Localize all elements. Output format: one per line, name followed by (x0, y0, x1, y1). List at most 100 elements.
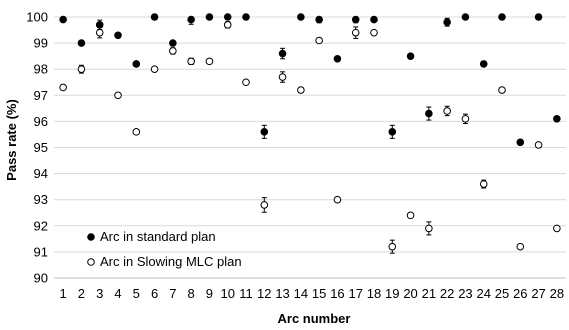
point-slowing-mlc-plan (406, 211, 415, 220)
x-tick-labels: 1 2 3 4 5 6 7 8 9 10 11 12 13 14 15 16 17 18 19 20 21 22 23 24 2… (60, 286, 565, 301)
point-slowing-mlc-plan (534, 141, 543, 149)
y-axis-title: Pass rate (%) (4, 99, 19, 181)
y-tick-label: 93 (34, 192, 48, 207)
x-tick-label: 6 (151, 286, 158, 301)
x-tick-label: 8 (188, 286, 195, 301)
y-tick-label: 90 (34, 271, 48, 286)
x-tick-label: 7 (169, 286, 176, 301)
x-tick-label: 15 (312, 286, 326, 301)
x-tick-label: 22 (440, 286, 454, 301)
x-tick-label: 26 (513, 286, 527, 301)
x-tick-label: 20 (403, 286, 417, 301)
x-tick-label: 9 (206, 286, 213, 301)
point-standard-plan (297, 13, 305, 21)
point-standard-plan (333, 54, 342, 63)
point-slowing-mlc-plan (77, 65, 86, 73)
x-tick-label: 21 (422, 286, 436, 301)
point-standard-plan (132, 60, 141, 68)
point-slowing-mlc-plan (315, 36, 323, 45)
point-slowing-mlc-plan (260, 201, 269, 209)
point-standard-plan (479, 60, 488, 68)
x-tick-label: 14 (294, 286, 308, 301)
point-standard-plan (223, 13, 232, 21)
x-tick-label: 18 (367, 286, 381, 301)
point-standard-plan (114, 31, 122, 40)
point-standard-plan (370, 15, 378, 24)
series-standard-plan (59, 13, 561, 147)
point-slowing-mlc-plan (187, 57, 195, 66)
x-tick-label: 23 (458, 286, 472, 301)
point-slowing-mlc-plan (370, 28, 378, 37)
point-standard-plan (406, 52, 415, 60)
y-tick-label: 95 (34, 140, 48, 155)
x-tick-label: 3 (96, 286, 103, 301)
x-tick-label: 2 (78, 286, 85, 301)
point-standard-plan (260, 128, 269, 136)
point-slowing-mlc-plan (150, 65, 159, 73)
legend: Arc in standard plan Arc in Slowing MLC … (87, 229, 242, 269)
point-standard-plan (534, 13, 543, 21)
y-tick-labels: 90 91 92 93 94 95 96 97 98 99 100 (26, 10, 48, 286)
x-axis-title: Arc number (278, 311, 351, 326)
point-slowing-mlc-plan (297, 86, 305, 94)
point-slowing-mlc-plan (425, 224, 433, 233)
point-slowing-mlc-plan (278, 73, 287, 81)
point-slowing-mlc-plan (443, 107, 451, 115)
y-tick-label: 98 (34, 62, 48, 77)
point-standard-plan (553, 114, 561, 123)
point-standard-plan (498, 13, 506, 21)
point-standard-plan (443, 18, 451, 27)
y-tick-label: 94 (34, 166, 48, 181)
point-slowing-mlc-plan (461, 114, 470, 123)
point-slowing-mlc-plan (479, 180, 488, 188)
point-slowing-mlc-plan (553, 224, 561, 233)
x-tick-label: 4 (114, 286, 121, 301)
point-slowing-mlc-plan (169, 47, 177, 55)
x-tick-label: 10 (220, 286, 234, 301)
y-tick-label: 99 (34, 36, 48, 51)
grid-lines (54, 16, 566, 253)
point-standard-plan (150, 13, 159, 21)
point-standard-plan (205, 13, 214, 21)
x-tick-label: 12 (257, 286, 271, 301)
x-tick-label: 25 (495, 286, 509, 301)
series-slowing-mlc-plan (59, 21, 561, 254)
x-tick-label: 11 (239, 286, 253, 301)
x-tick-label: 17 (348, 286, 362, 301)
x-tick-label: 27 (531, 286, 545, 301)
point-standard-plan (388, 128, 397, 136)
x-tick-label: 13 (275, 286, 289, 301)
legend-marker-standard (87, 233, 95, 241)
point-standard-plan (425, 109, 433, 118)
point-slowing-mlc-plan (242, 78, 250, 87)
data-series (59, 13, 561, 254)
point-slowing-mlc-plan (223, 21, 232, 29)
legend-label-standard: Arc in standard plan (100, 229, 216, 244)
x-tick-label: 1 (60, 286, 67, 301)
x-tick-label: 24 (476, 286, 490, 301)
point-standard-plan (315, 15, 323, 24)
point-slowing-mlc-plan (351, 28, 360, 37)
point-standard-plan (351, 15, 360, 24)
point-slowing-mlc-plan (59, 83, 67, 92)
x-tick-label: 5 (133, 286, 140, 301)
point-slowing-mlc-plan (333, 195, 342, 204)
legend-label-slowing-mlc: Arc in Slowing MLC plan (100, 254, 242, 269)
point-standard-plan (169, 39, 177, 47)
point-standard-plan (242, 13, 250, 21)
point-standard-plan (95, 21, 104, 29)
point-standard-plan (59, 15, 67, 24)
x-tick-label: 16 (330, 286, 344, 301)
y-tick-label: 96 (34, 114, 48, 129)
y-tick-label: 97 (34, 88, 48, 103)
x-tick-label: 28 (550, 286, 564, 301)
point-slowing-mlc-plan (114, 91, 122, 100)
point-slowing-mlc-plan (95, 28, 104, 37)
legend-marker-slowing-mlc (87, 258, 95, 266)
point-slowing-mlc-plan (516, 242, 525, 251)
point-slowing-mlc-plan (498, 86, 506, 94)
point-slowing-mlc-plan (388, 242, 397, 251)
y-tick-label: 91 (34, 244, 48, 259)
point-slowing-mlc-plan (132, 128, 141, 136)
